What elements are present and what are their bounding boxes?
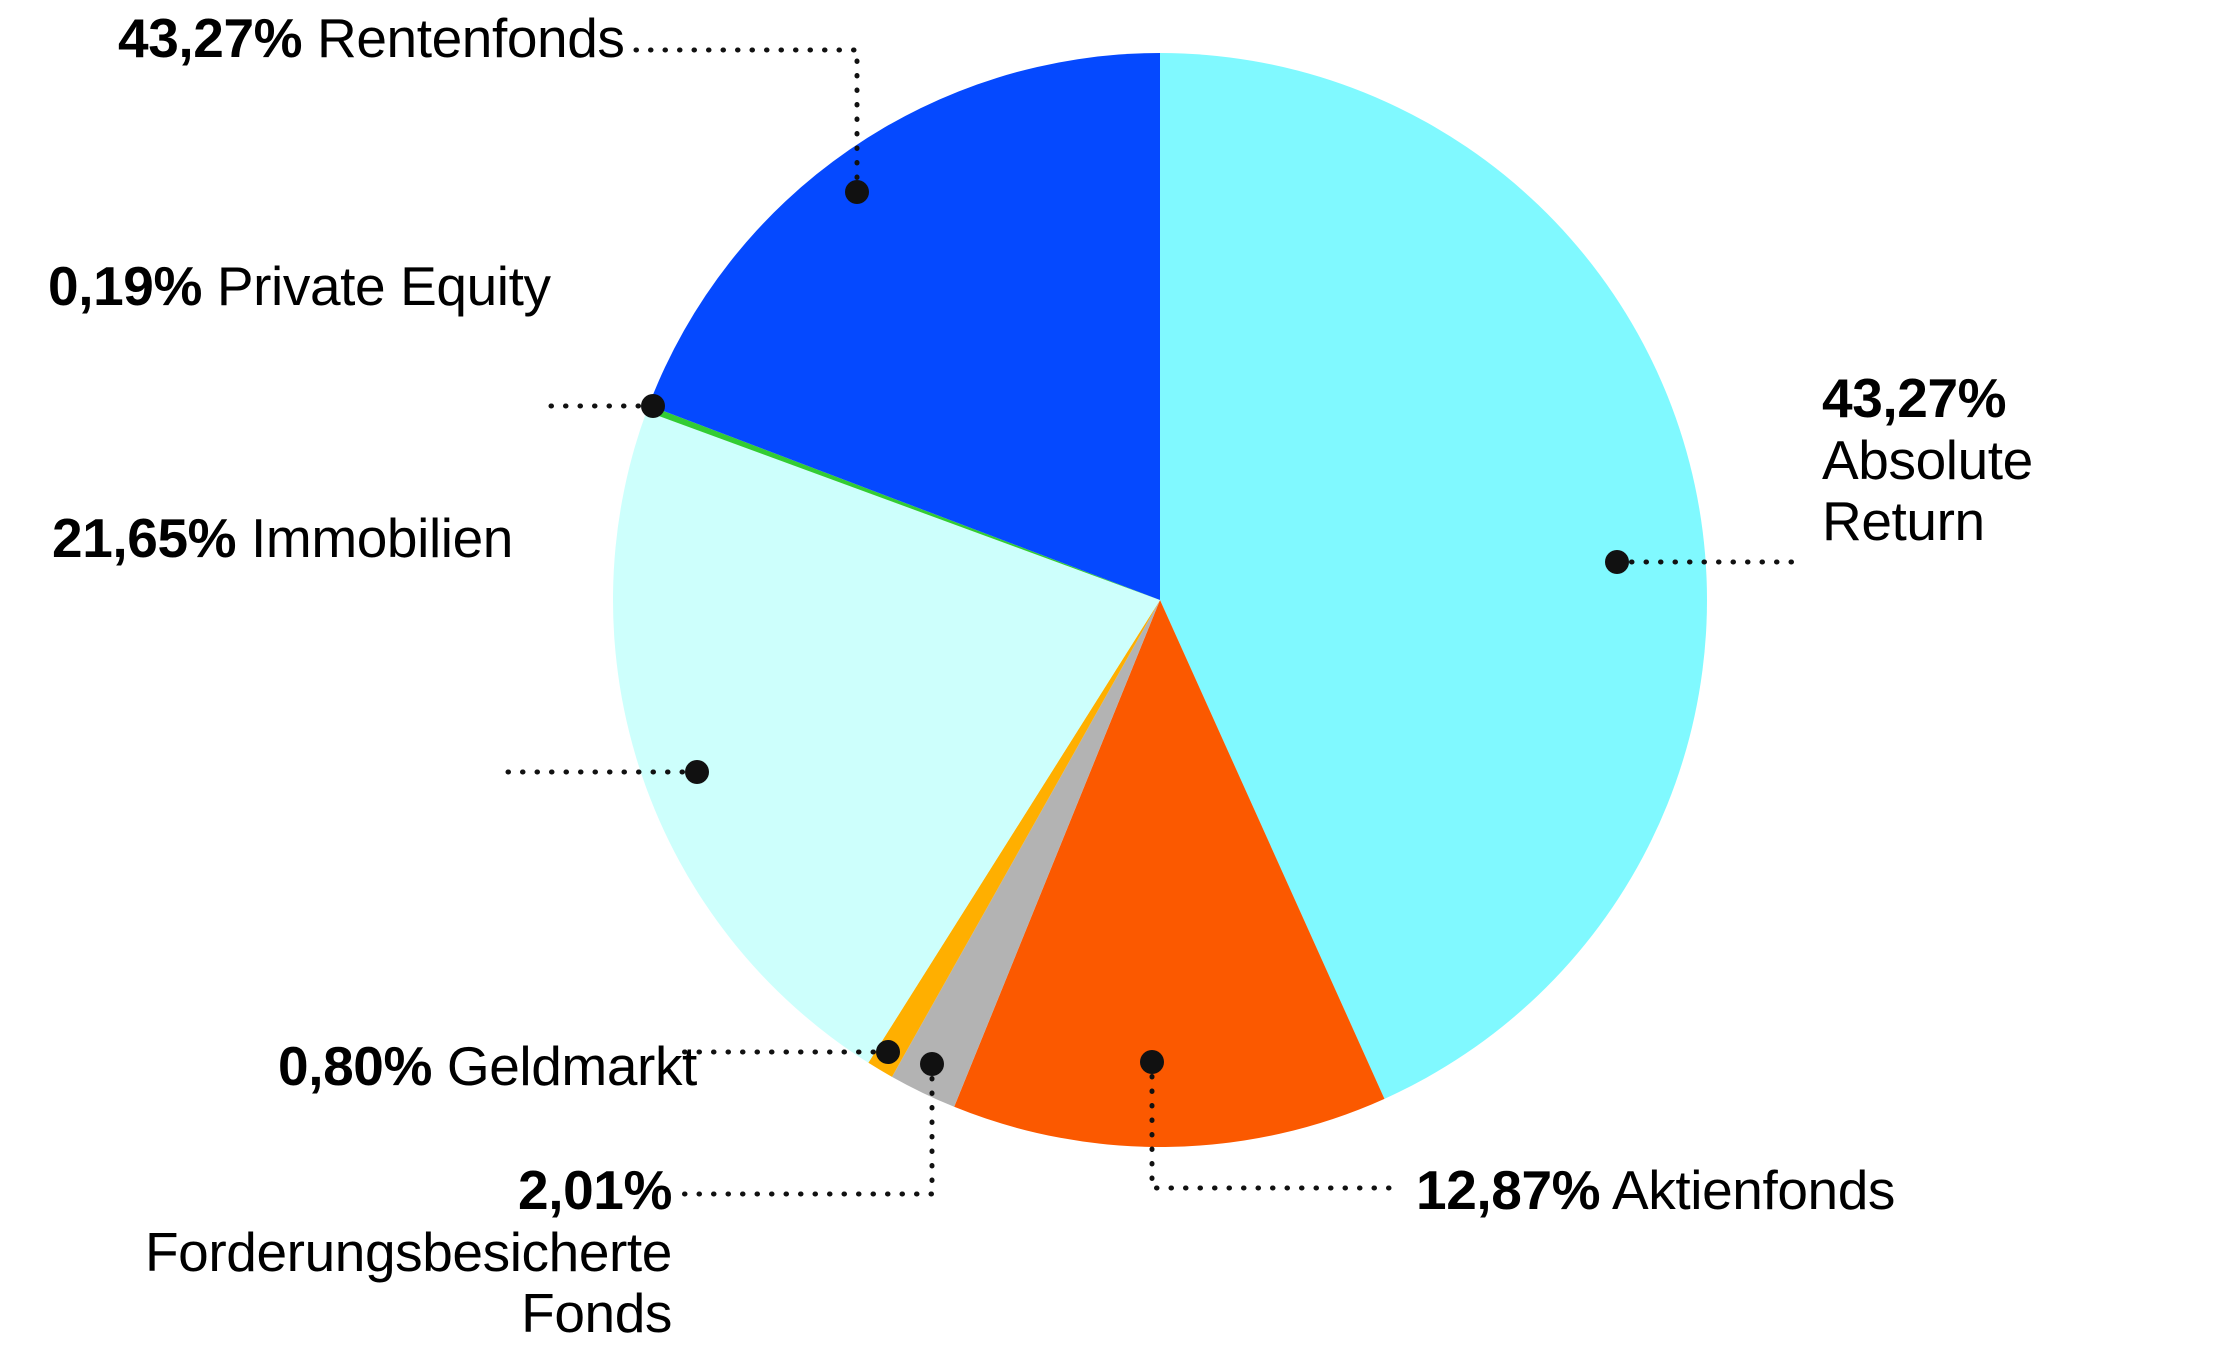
callout-private-equity: 0,19% Private Equity [48, 255, 551, 318]
pie-chart-figure: 43,27% Rentenfonds 0,19% Private Equity … [48, 7, 2192, 1344]
callout-immobilien-label: Immobilien [251, 507, 513, 569]
callout-private-equity-percent: 0,19% [48, 255, 202, 317]
pie-chart-canvas [497, 47, 1803, 1197]
callout-forderungsbesicherte-fonds-label: Forderungsbesicherte Fonds [144, 1220, 672, 1345]
leader-line-forderungsbesicherte-fonds [675, 1061, 935, 1197]
callout-forderungsbesicherte-fonds: 2,01% Forderungsbesicherte Fonds [32, 1159, 672, 1345]
leader-dot-aktienfonds [1140, 1050, 1164, 1074]
leader-dot-absolute-return [1605, 550, 1629, 574]
callout-immobilien: 21,65% Immobilien [52, 507, 513, 570]
pie-slice-rentenfonds[interactable] [648, 53, 1160, 600]
callout-absolute-return-percent: 43,27% [1822, 367, 2007, 429]
pie-slice-absolute-return[interactable] [1160, 53, 1707, 1099]
leader-dot-geldmarkt [876, 1040, 900, 1064]
pie-slice-geldmarkt[interactable] [868, 600, 1160, 1077]
leader-dot-group [641, 180, 1629, 1076]
callout-immobilien-percent: 21,65% [52, 507, 237, 569]
callout-absolute-return-label: Absolute Return [1822, 428, 2033, 553]
callout-aktienfonds-label: Aktienfonds [1612, 1159, 1896, 1221]
pie-slice-group [612, 53, 1707, 1148]
callout-forderungsbesicherte-fonds-percent: 2,01% [518, 1159, 672, 1221]
callout-aktienfonds-percent: 12,87% [1416, 1159, 1601, 1221]
pie-slice-forderungsbesicherte-fonds[interactable] [891, 600, 1160, 1107]
leader-dot-private-equity [641, 394, 665, 418]
pie-slice-private-equity[interactable] [646, 405, 1160, 600]
pie-slice-immobilien[interactable] [612, 411, 1160, 1063]
callout-private-equity-label: Private Equity [216, 255, 551, 317]
callout-rentenfonds: 43,27% Rentenfonds [118, 7, 625, 70]
callout-geldmarkt: 0,80% Geldmarkt [278, 1035, 697, 1098]
leader-line-aktienfonds [1149, 1059, 1403, 1191]
callout-absolute-return: 43,27% Absolute Return [1822, 367, 2192, 553]
callout-aktienfonds: 12,87% Aktienfonds [1416, 1159, 1896, 1222]
leader-line-group [497, 47, 1803, 1197]
pie-slice-aktienfonds[interactable] [954, 600, 1385, 1148]
callout-rentenfonds-label: Rentenfonds [317, 7, 625, 69]
leader-dot-rentenfonds [845, 180, 869, 204]
callout-rentenfonds-percent: 43,27% [118, 7, 303, 69]
leader-dot-forderungsbesicherte-fonds [920, 1052, 944, 1076]
callout-geldmarkt-label: Geldmarkt [446, 1035, 697, 1097]
callout-geldmarkt-percent: 0,80% [278, 1035, 432, 1097]
leader-dot-immobilien [685, 760, 709, 784]
